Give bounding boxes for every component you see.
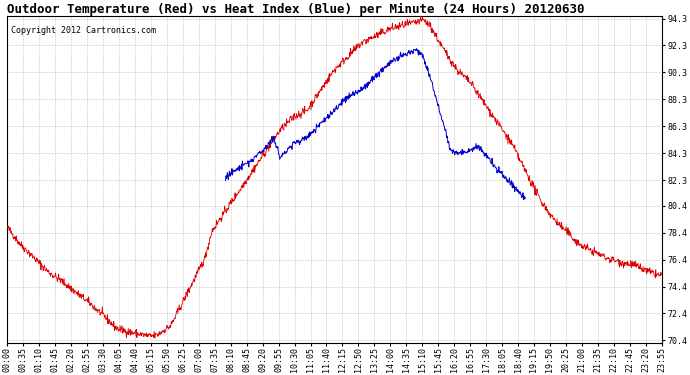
Text: Copyright 2012 Cartronics.com: Copyright 2012 Cartronics.com	[10, 26, 155, 34]
Text: Outdoor Temperature (Red) vs Heat Index (Blue) per Minute (24 Hours) 20120630: Outdoor Temperature (Red) vs Heat Index …	[8, 3, 585, 16]
